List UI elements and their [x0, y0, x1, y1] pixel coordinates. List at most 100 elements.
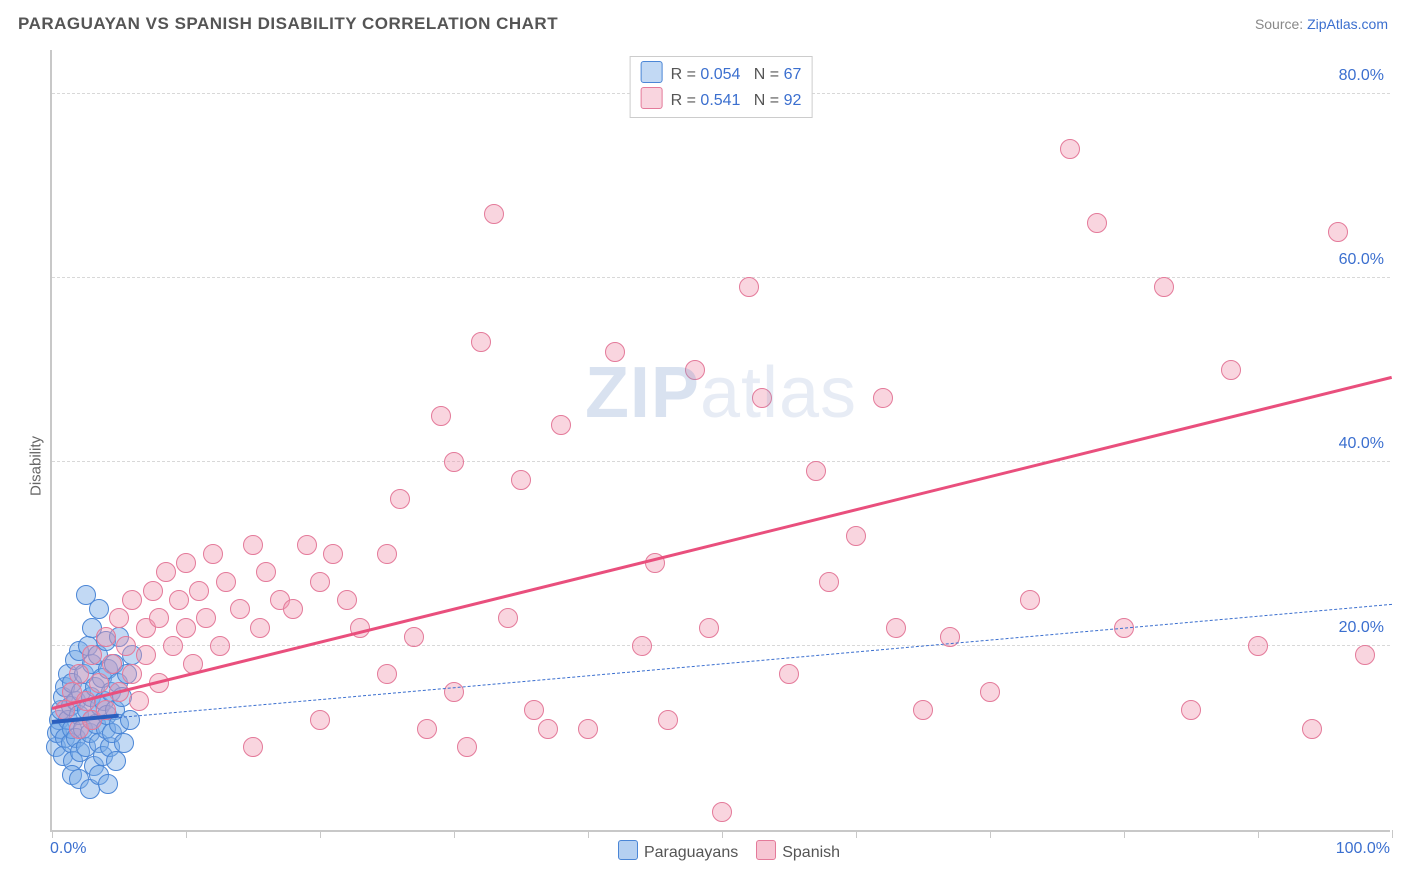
data-point: [310, 710, 330, 730]
data-point: [578, 719, 598, 739]
data-point: [1020, 590, 1040, 610]
data-point: [250, 618, 270, 638]
data-point: [323, 544, 343, 564]
data-point: [89, 673, 109, 693]
r-value: 0.054: [700, 66, 740, 83]
legend-swatch: [756, 840, 776, 860]
x-tick-mark: [588, 830, 589, 838]
data-point: [1248, 636, 1268, 656]
y-tick-label: 60.0%: [1339, 251, 1384, 269]
data-point: [243, 535, 263, 555]
data-point: [149, 608, 169, 628]
chart-title: PARAGUAYAN VS SPANISH DISABILITY CORRELA…: [18, 14, 558, 33]
data-point: [120, 710, 140, 730]
x-tick-mark: [1124, 830, 1125, 838]
legend-label: Spanish: [782, 844, 840, 861]
regression-line: [119, 604, 1392, 718]
data-point: [752, 388, 772, 408]
x-tick-mark: [990, 830, 991, 838]
correlation-legend: R = 0.054 N = 67R = 0.541 N = 92: [630, 56, 813, 118]
data-point: [632, 636, 652, 656]
data-point: [82, 645, 102, 665]
data-point: [444, 452, 464, 472]
data-point: [129, 691, 149, 711]
data-point: [712, 802, 732, 822]
data-point: [176, 553, 196, 573]
data-point: [739, 277, 759, 297]
x-tick-mark: [1258, 830, 1259, 838]
data-point: [1355, 645, 1375, 665]
x-tick-mark: [454, 830, 455, 838]
data-point: [196, 608, 216, 628]
y-tick-label: 40.0%: [1339, 435, 1384, 453]
x-tick-mark: [52, 830, 53, 838]
x-tick-mark: [320, 830, 321, 838]
y-axis-label: Disability: [28, 436, 45, 496]
n-value: 92: [784, 92, 802, 109]
legend-row: R = 0.541 N = 92: [641, 87, 802, 113]
legend-label: Paraguayans: [644, 844, 738, 861]
header: PARAGUAYAN VS SPANISH DISABILITY CORRELA…: [18, 14, 1388, 38]
data-point: [1181, 700, 1201, 720]
data-point: [913, 700, 933, 720]
source-label: Source: ZipAtlas.com: [1255, 16, 1388, 32]
data-point: [658, 710, 678, 730]
data-point: [524, 700, 544, 720]
data-point: [1302, 719, 1322, 739]
data-point: [122, 664, 142, 684]
x-tick-mark: [722, 830, 723, 838]
data-point: [136, 645, 156, 665]
data-point: [98, 774, 118, 794]
x-tick-mark: [186, 830, 187, 838]
data-point: [471, 332, 491, 352]
data-point: [417, 719, 437, 739]
data-point: [457, 737, 477, 757]
data-point: [1060, 139, 1080, 159]
data-point: [1087, 213, 1107, 233]
data-point: [484, 204, 504, 224]
data-point: [390, 489, 410, 509]
data-point: [203, 544, 223, 564]
data-point: [297, 535, 317, 555]
source-link[interactable]: ZipAtlas.com: [1307, 16, 1388, 32]
watermark: ZIPatlas: [585, 352, 857, 434]
data-point: [216, 572, 236, 592]
gridline: [52, 645, 1390, 646]
legend-swatch: [618, 840, 638, 860]
data-point: [605, 342, 625, 362]
data-point: [89, 599, 109, 619]
data-point: [156, 562, 176, 582]
data-point: [69, 664, 89, 684]
y-tick-label: 20.0%: [1339, 619, 1384, 637]
data-point: [143, 581, 163, 601]
data-point: [431, 406, 451, 426]
legend-swatch: [641, 87, 663, 109]
source-prefix: Source:: [1255, 16, 1307, 32]
watermark-rest: atlas: [700, 353, 857, 433]
data-point: [256, 562, 276, 582]
data-point: [980, 682, 1000, 702]
data-point: [114, 733, 134, 753]
data-point: [377, 664, 397, 684]
data-point: [819, 572, 839, 592]
watermark-bold: ZIP: [585, 353, 700, 433]
data-point: [109, 608, 129, 628]
data-point: [122, 590, 142, 610]
data-point: [102, 654, 122, 674]
data-point: [685, 360, 705, 380]
gridline: [52, 461, 1390, 462]
series-legend: Paraguayans Spanish: [50, 840, 1390, 864]
x-tick-mark: [856, 830, 857, 838]
data-point: [96, 627, 116, 647]
r-value: 0.541: [700, 92, 740, 109]
data-point: [699, 618, 719, 638]
legend-swatch: [641, 61, 663, 83]
data-point: [873, 388, 893, 408]
data-point: [1221, 360, 1241, 380]
y-tick-label: 80.0%: [1339, 67, 1384, 85]
legend-row: R = 0.054 N = 67: [641, 61, 802, 87]
data-point: [163, 636, 183, 656]
data-point: [283, 599, 303, 619]
data-point: [1328, 222, 1348, 242]
data-point: [189, 581, 209, 601]
